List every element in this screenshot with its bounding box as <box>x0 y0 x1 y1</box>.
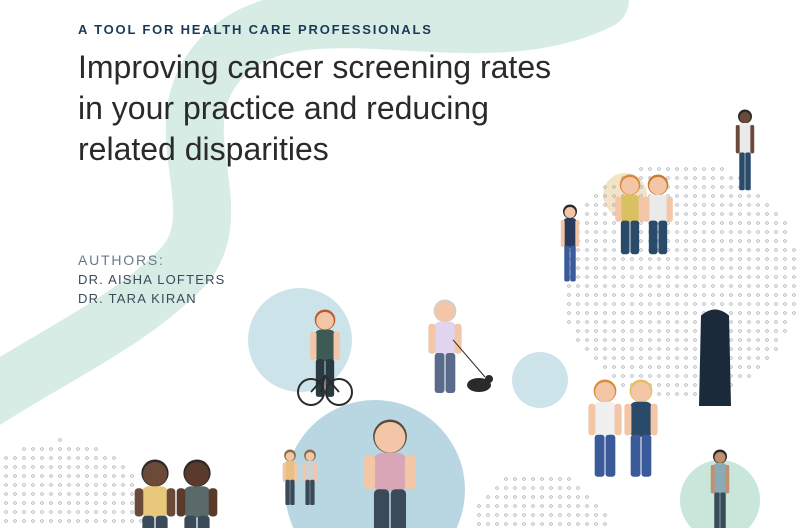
page-title: Improving cancer screening ratesin your … <box>78 47 551 170</box>
authors-label: AUTHORS: <box>78 252 226 268</box>
author-name-1: DR. AISHA LOFTERS <box>78 272 226 287</box>
author-name-2: DR. TARA KIRAN <box>78 291 226 306</box>
eyebrow-text: A TOOL FOR HEALTH CARE PROFESSIONALS <box>78 22 551 37</box>
